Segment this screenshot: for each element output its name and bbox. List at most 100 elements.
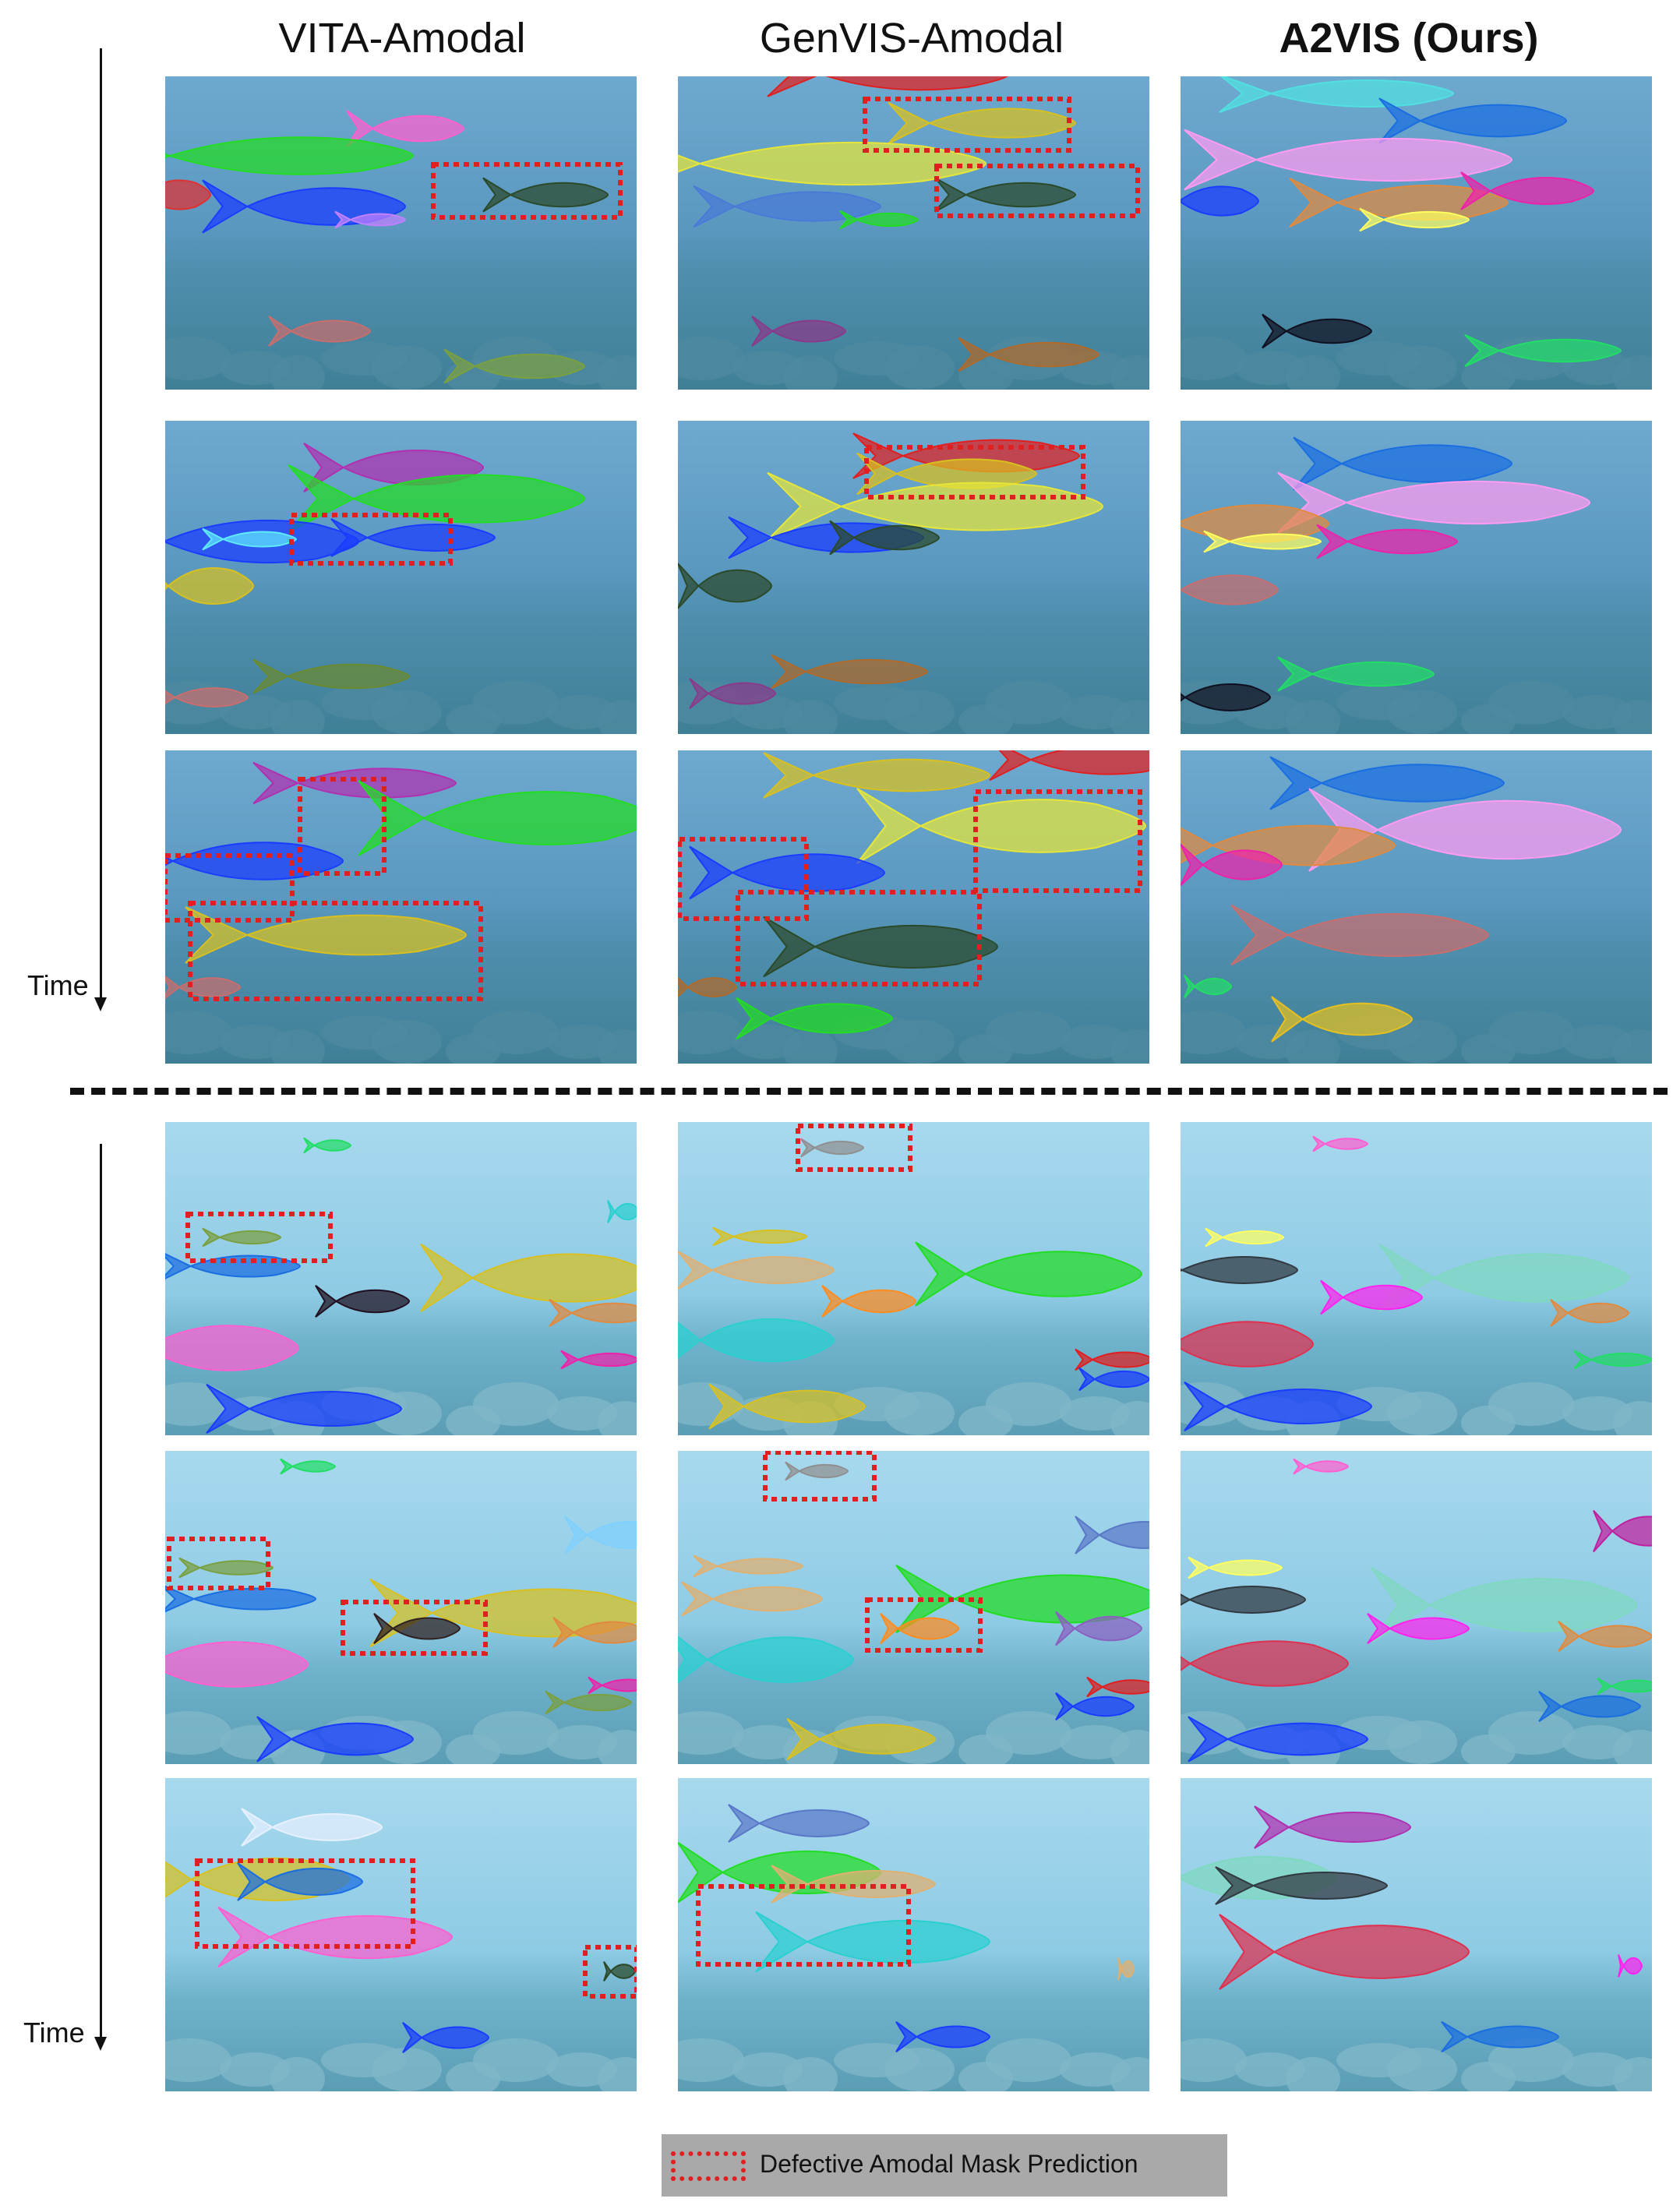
fish-amodal-mask — [1181, 1256, 1299, 1284]
seabed-rock — [1110, 355, 1149, 390]
panel-a2vis-g2-r3 — [1181, 1778, 1652, 2091]
fish-amodal-mask — [178, 1557, 274, 1579]
fish-amodal-mask — [693, 1554, 804, 1578]
fish-amodal-mask — [1262, 313, 1373, 349]
seabed-rock — [598, 355, 637, 390]
fish-amodal-mask — [1312, 1135, 1369, 1152]
fish-amodal-mask — [1320, 1279, 1424, 1315]
defect-box — [736, 890, 982, 986]
panel-scene — [165, 442, 637, 734]
defect-box — [289, 513, 453, 566]
seabed-rock — [372, 2048, 442, 2091]
seabed-rock — [986, 2038, 1071, 2082]
fish-amodal-mask — [689, 678, 777, 709]
seabed-rock — [884, 1020, 955, 1064]
defect-box — [678, 837, 809, 921]
fish-amodal-mask — [678, 1251, 835, 1290]
defect-box — [167, 1537, 270, 1590]
fish-amodal-mask — [856, 788, 1147, 864]
fish-amodal-mask — [315, 1285, 411, 1318]
seabed-rock — [1110, 700, 1149, 734]
fish-amodal-mask — [1441, 2020, 1560, 2053]
panel-scene — [1181, 1805, 1652, 2091]
defect-box — [431, 162, 623, 220]
fish-amodal-mask — [1086, 1676, 1149, 1698]
seabed-rock — [1613, 1029, 1652, 1064]
panel-a2vis-g1-r1 — [1181, 76, 1652, 390]
panel-scene — [165, 110, 637, 390]
seabed-rock — [1286, 355, 1340, 390]
legend: Defective Amodal Mask Prediction — [662, 2134, 1227, 2197]
seabed-rock — [783, 2057, 838, 2091]
seabed-rock — [1613, 2057, 1652, 2091]
fish-amodal-mask — [1055, 1692, 1135, 1721]
fish-amodal-mask — [712, 1226, 808, 1247]
fish-amodal-mask — [934, 177, 1077, 213]
panel-genvis-g2-r1 — [678, 1122, 1149, 1435]
seabed-rock — [165, 1711, 231, 1755]
fish-amodal-mask — [420, 1243, 637, 1313]
fish-amodal-mask — [552, 1616, 637, 1649]
seabed-rock — [783, 700, 838, 734]
fish-amodal-mask — [829, 520, 941, 556]
panel-scene — [1181, 76, 1652, 390]
seabed-rock — [1110, 2057, 1149, 2091]
seabed-rock — [598, 700, 637, 734]
seabed-rock — [1181, 2038, 1247, 2082]
defect-box — [696, 1884, 911, 1967]
fish-amodal-mask — [217, 1906, 454, 1968]
fish-amodal-mask — [763, 916, 999, 978]
fish-amodal-mask — [165, 975, 242, 1000]
fish-amodal-mask — [1181, 683, 1272, 711]
fish-amodal-mask — [1371, 1567, 1638, 1643]
seabed-rock — [1613, 1401, 1652, 1435]
fish-amodal-mask — [1593, 1509, 1652, 1553]
fish-amodal-mask — [1188, 1556, 1283, 1579]
fish-amodal-mask — [1181, 1640, 1350, 1687]
seabed-rock — [165, 2038, 231, 2082]
fish-amodal-mask — [958, 337, 1100, 372]
seabed-rock — [372, 690, 442, 734]
fish-amodal-mask — [771, 654, 929, 690]
panel-genvis-g2-r3 — [678, 1778, 1149, 2091]
fish-amodal-mask — [1203, 530, 1322, 553]
panel-vita-g2-r3 — [165, 1778, 637, 2091]
seabed-rock — [1110, 1401, 1149, 1435]
fish-amodal-mask — [1254, 1805, 1412, 1849]
seabed-rock — [783, 1029, 838, 1064]
panel-a2vis-g1-r2 — [1181, 421, 1652, 734]
column-title-vita: VITA-Amodal — [278, 15, 526, 62]
seabed-rock — [1488, 1011, 1574, 1054]
fish-amodal-mask — [1618, 1954, 1643, 1978]
seabed-rock — [1387, 2048, 1457, 2091]
fish-amodal-mask — [1293, 436, 1513, 491]
fish-amodal-mask — [1271, 996, 1414, 1043]
legend-label: Defective Amodal Mask Prediction — [760, 2150, 1138, 2178]
seabed-rock — [678, 2038, 744, 2082]
fish-amodal-mask — [755, 1911, 991, 1973]
fish-amodal-mask — [549, 1298, 637, 1328]
fish-amodal-mask — [603, 1960, 637, 1982]
fish-amodal-mask — [800, 1138, 865, 1158]
fish-amodal-mask — [165, 1253, 302, 1279]
fish-amodal-mask — [1308, 788, 1622, 872]
seabed-rock — [270, 700, 325, 734]
fish-amodal-mask — [1078, 1367, 1149, 1392]
panel-vita-g2-r1 — [165, 1122, 637, 1435]
seabed-rock — [986, 681, 1071, 725]
seabed-rock — [1387, 1392, 1457, 1435]
fish-amodal-mask — [202, 528, 298, 551]
fish-amodal-mask — [545, 1690, 633, 1715]
defect-box — [195, 1858, 415, 1949]
fish-amodal-mask — [751, 315, 847, 348]
fish-amodal-mask — [821, 1285, 917, 1318]
fish-amodal-mask — [1464, 333, 1622, 368]
seabed-rock — [783, 355, 838, 390]
fish-amodal-mask — [1075, 1516, 1149, 1554]
panel-scene — [678, 432, 1149, 734]
seabed-rock — [598, 1029, 637, 1064]
fish-amodal-mask — [1460, 171, 1595, 210]
panel-a2vis-g1-r3 — [1181, 750, 1652, 1064]
fish-amodal-mask — [1075, 1348, 1149, 1371]
fish-amodal-mask — [895, 1564, 1149, 1634]
